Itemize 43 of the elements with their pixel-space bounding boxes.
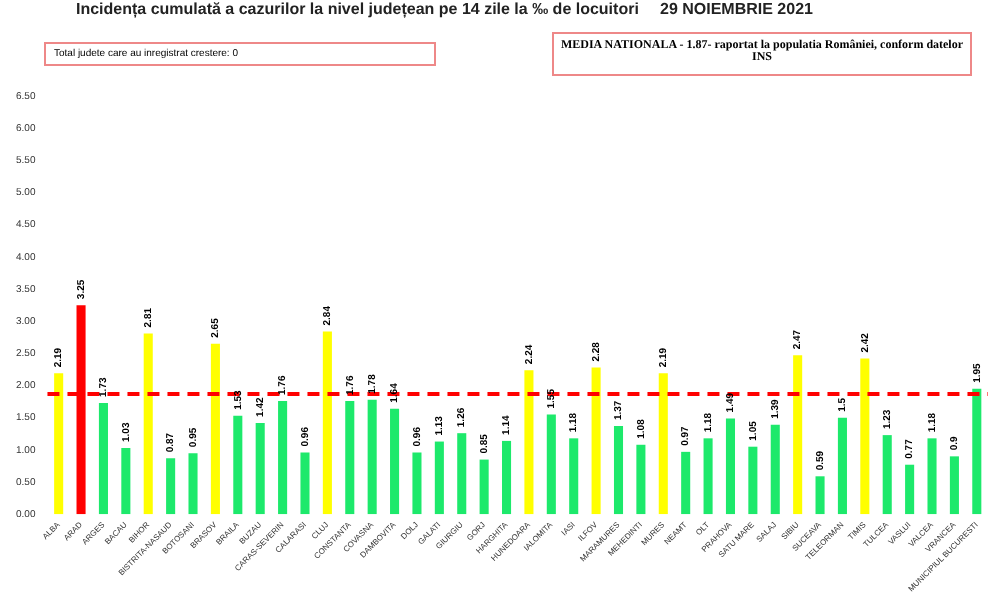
bar (457, 433, 467, 515)
bar (681, 451, 691, 515)
bar (793, 355, 803, 515)
bar (278, 401, 288, 515)
bar (502, 440, 512, 515)
bar (479, 459, 489, 515)
bar (815, 476, 825, 515)
bar (837, 417, 847, 515)
bar (188, 453, 198, 515)
chart-title: Incidența cumulată a cazurilor la nivel județean pe 14 zile la ‰ de locuitori (76, 0, 639, 18)
bar (569, 438, 579, 515)
bar (166, 458, 176, 515)
bar (121, 447, 131, 515)
bar (905, 464, 915, 515)
bar (255, 422, 265, 515)
bar (54, 373, 64, 515)
bar (546, 414, 556, 515)
bar (390, 408, 400, 515)
chart-subtitle: 29 NOIEMBRIE 2021 (660, 0, 813, 18)
bar (345, 401, 355, 515)
bar (658, 373, 668, 515)
bar (210, 343, 220, 515)
bar (927, 438, 937, 515)
bar (591, 367, 601, 515)
bar (300, 452, 310, 515)
bar (143, 333, 153, 515)
bar (98, 402, 108, 515)
bar (703, 438, 713, 515)
bar (725, 418, 736, 515)
bar (748, 446, 758, 515)
bar (882, 435, 892, 515)
bar (322, 331, 332, 515)
bar (613, 426, 624, 515)
bar (367, 399, 377, 515)
bar (233, 415, 243, 515)
bar (972, 388, 982, 515)
bar (770, 424, 780, 515)
bar (636, 444, 646, 515)
bar (860, 358, 870, 515)
bar (949, 456, 959, 515)
bar (412, 452, 422, 515)
bar (434, 441, 444, 515)
bar (524, 370, 534, 515)
